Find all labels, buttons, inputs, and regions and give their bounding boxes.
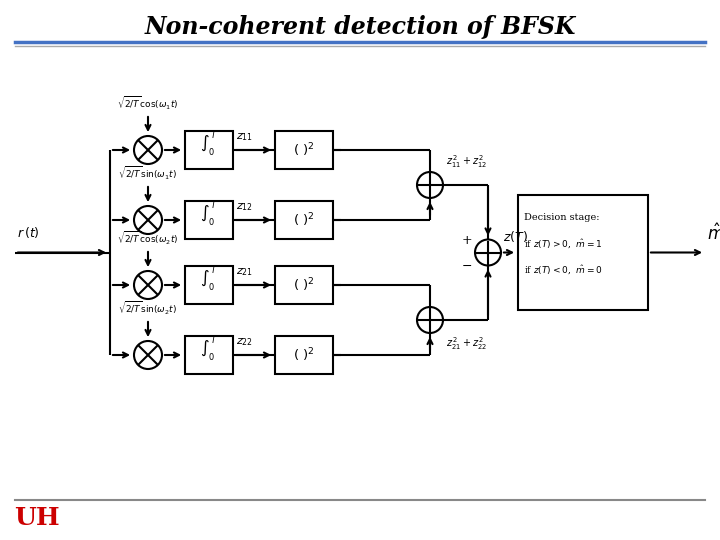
Text: $\int_0^T$: $\int_0^T$ (200, 130, 218, 158)
Text: $(\  )^2$: $(\ )^2$ (293, 211, 315, 229)
Text: if $z(T)>0$,  $\hat{m}=1$: if $z(T)>0$, $\hat{m}=1$ (524, 238, 603, 251)
Text: $z_{21}$: $z_{21}$ (236, 266, 253, 278)
Text: Non-coherent detection of BFSK: Non-coherent detection of BFSK (144, 15, 576, 39)
Bar (275, 336, 333, 374)
Circle shape (134, 206, 162, 234)
Circle shape (417, 307, 443, 333)
Bar (275, 131, 333, 169)
Text: H: H (36, 506, 60, 530)
Text: $r\,(t)$: $r\,(t)$ (17, 226, 40, 240)
Text: $z_{21}^{\,2} + z_{22}^{\,2}$: $z_{21}^{\,2} + z_{22}^{\,2}$ (446, 335, 487, 352)
Bar (185, 266, 233, 304)
Text: $z(T)$: $z(T)$ (503, 230, 528, 245)
Text: $\int_0^T$: $\int_0^T$ (200, 200, 218, 228)
Text: $\sqrt{2/T}\sin(\omega_1 t)$: $\sqrt{2/T}\sin(\omega_1 t)$ (119, 165, 178, 182)
Text: $\hat{m}$: $\hat{m}$ (707, 224, 720, 245)
Bar (518, 195, 648, 310)
Circle shape (134, 136, 162, 164)
Text: $z_{22}$: $z_{22}$ (236, 336, 253, 348)
Text: $z_{11}$: $z_{11}$ (236, 131, 253, 143)
Text: $\sqrt{2/T}\sin(\omega_2 t)$: $\sqrt{2/T}\sin(\omega_2 t)$ (119, 300, 178, 317)
Text: $\sqrt{2/T}\cos(\omega_1 t)$: $\sqrt{2/T}\cos(\omega_1 t)$ (117, 95, 179, 112)
Text: $(\  )^2$: $(\ )^2$ (293, 276, 315, 294)
Text: +: + (462, 234, 472, 247)
Circle shape (134, 341, 162, 369)
Circle shape (134, 271, 162, 299)
Text: if $z(T)<0$,  $\hat{m}=0$: if $z(T)<0$, $\hat{m}=0$ (524, 264, 603, 277)
Circle shape (417, 172, 443, 198)
Bar (275, 201, 333, 239)
Text: $z_{11}^{\,2} + z_{12}^{\,2}$: $z_{11}^{\,2} + z_{12}^{\,2}$ (446, 153, 487, 170)
Text: $\int_0^T$: $\int_0^T$ (200, 265, 218, 293)
Bar (275, 266, 333, 304)
Bar (185, 131, 233, 169)
Text: $z_{12}$: $z_{12}$ (236, 201, 253, 213)
Text: −: − (462, 260, 472, 273)
Text: $\sqrt{2/T}\cos(\omega_2 t)$: $\sqrt{2/T}\cos(\omega_2 t)$ (117, 230, 179, 247)
Bar (185, 336, 233, 374)
Bar (185, 201, 233, 239)
Text: $(\  )^2$: $(\ )^2$ (293, 346, 315, 364)
Text: $(\  )^2$: $(\ )^2$ (293, 141, 315, 159)
Text: U: U (14, 506, 36, 530)
Text: Decision stage:: Decision stage: (524, 213, 600, 222)
Text: $\int_0^T$: $\int_0^T$ (200, 335, 218, 363)
Circle shape (475, 240, 501, 266)
